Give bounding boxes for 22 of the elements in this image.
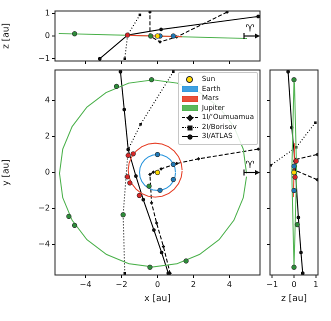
y-tick-label: −1 <box>38 54 50 63</box>
y-axis-title: y [au] <box>2 159 12 186</box>
y-tick-label: 0 <box>44 31 50 40</box>
x-tick-label: 0 <box>291 280 297 289</box>
x-axis-title: x [au] <box>144 294 171 304</box>
y-axis-title: z [au] <box>2 23 12 49</box>
x-tick-label: 4 <box>226 280 232 289</box>
y-tick-label: 2 <box>44 132 50 141</box>
x-tick-label: 1 <box>313 280 318 289</box>
x-axis-title: z [au] <box>281 294 307 304</box>
x-tick-label: 2 <box>190 280 196 289</box>
y-tick-label: 1 <box>44 8 50 18</box>
x-tick-label: 0 <box>154 280 160 289</box>
annotation: ♈ <box>246 160 255 172</box>
annotation: ♈ <box>246 24 255 35</box>
x-tick-label: −1 <box>266 280 278 289</box>
y-tick-label: 0 <box>44 168 50 177</box>
x-tick-label: −2 <box>116 280 128 289</box>
y-tick-label: −2 <box>38 204 50 213</box>
x-tick-label: −4 <box>80 280 92 289</box>
y-tick-label: −4 <box>38 240 50 249</box>
y-tick-label: 4 <box>44 96 50 105</box>
